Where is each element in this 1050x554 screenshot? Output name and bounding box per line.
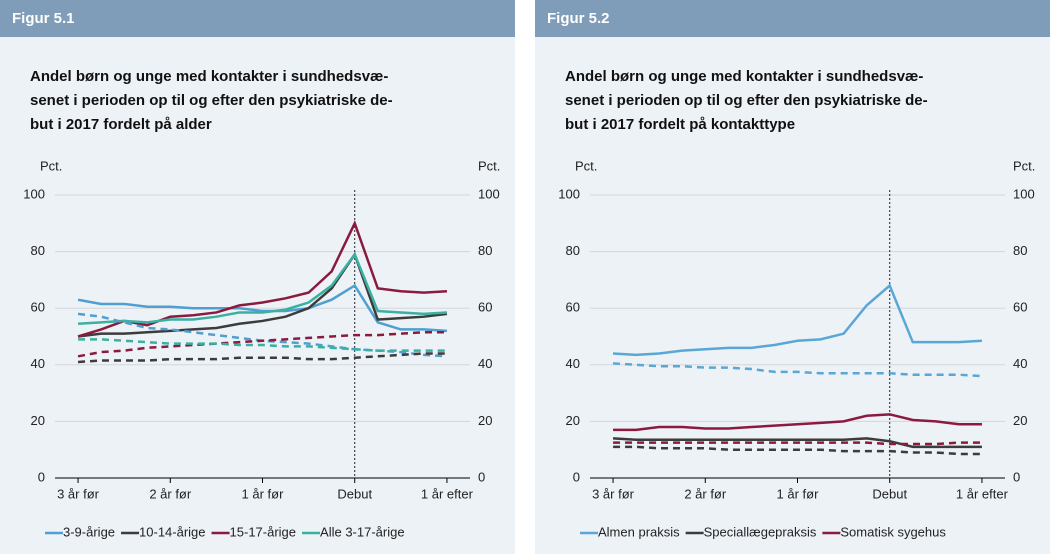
legend-label: Alle 3-17-årige bbox=[320, 524, 405, 539]
legend-label: 10-14-årige bbox=[139, 524, 206, 539]
y-tick-label: 100 bbox=[558, 186, 580, 201]
legend-label: 15-17-årige bbox=[230, 524, 297, 539]
chart-title: Andel børn og unge med kontakter i sundh… bbox=[30, 68, 388, 85]
x-tick-label: 1 år efter bbox=[956, 486, 1009, 501]
series-line bbox=[612, 437, 982, 449]
y2-tick-label: 80 bbox=[478, 243, 492, 258]
y-tick-label: 60 bbox=[566, 300, 580, 315]
x-tick-label: 1 år før bbox=[777, 486, 820, 501]
panel-bg bbox=[535, 0, 1050, 554]
chart-title: Andel børn og unge med kontakter i sundh… bbox=[565, 68, 923, 85]
y-tick-label: 100 bbox=[23, 186, 45, 201]
panel-bg bbox=[0, 0, 515, 554]
y2-tick-label: 60 bbox=[478, 300, 492, 315]
dashed-series-line bbox=[78, 338, 447, 352]
x-tick-label: 3 år før bbox=[592, 486, 635, 501]
y-axis-label: Pct. bbox=[40, 158, 62, 173]
y2-tick-label: 60 bbox=[1013, 300, 1027, 315]
dashed-series-line bbox=[77, 331, 447, 358]
figure-label: Figur 5.1 bbox=[12, 10, 75, 27]
y-tick-label: 20 bbox=[31, 413, 45, 428]
legend-label: Somatisk sygehus bbox=[840, 524, 946, 539]
y-tick-label: 40 bbox=[566, 356, 580, 371]
y2-tick-label: 100 bbox=[1013, 186, 1035, 201]
series-line bbox=[77, 283, 448, 333]
x-tick-label: 2 år før bbox=[149, 486, 192, 501]
chart-title: senet i perioden op til og efter den psy… bbox=[30, 92, 393, 109]
y2-tick-label: 40 bbox=[478, 356, 492, 371]
y-tick-label: 60 bbox=[31, 300, 45, 315]
panel-header bbox=[535, 0, 1050, 37]
chart-title: but i 2017 fordelt på alder bbox=[30, 116, 212, 133]
y2-tick-label: 20 bbox=[478, 413, 492, 428]
dashed-series-line bbox=[613, 445, 982, 456]
y-tick-label: 20 bbox=[566, 413, 580, 428]
legend-label: 3-9-årige bbox=[63, 524, 115, 539]
dashed-series-line bbox=[77, 352, 447, 364]
y-tick-label: 0 bbox=[573, 469, 580, 484]
y2-tick-label: 0 bbox=[478, 469, 485, 484]
y2-tick-label: 20 bbox=[1013, 413, 1027, 428]
y2-tick-label: 40 bbox=[1013, 356, 1027, 371]
y2-tick-label: 0 bbox=[1013, 469, 1020, 484]
y-tick-label: 0 bbox=[38, 469, 45, 484]
y2-axis-label: Pct. bbox=[1013, 158, 1035, 173]
series-line bbox=[613, 413, 982, 432]
y-tick-label: 80 bbox=[566, 243, 580, 258]
series-line bbox=[77, 220, 448, 338]
x-tick-label: Debut bbox=[872, 486, 907, 501]
x-tick-label: 1 år før bbox=[242, 486, 285, 501]
y2-tick-label: 80 bbox=[1013, 243, 1027, 258]
y-axis-label: Pct. bbox=[575, 158, 597, 173]
y-tick-label: 80 bbox=[31, 243, 45, 258]
legend-label: Almen praksis bbox=[598, 524, 680, 539]
dashed-series-line bbox=[613, 441, 982, 446]
y2-axis-label: Pct. bbox=[478, 158, 500, 173]
x-tick-label: Debut bbox=[337, 486, 372, 501]
series-line bbox=[77, 251, 448, 326]
legend-label: Speciallægepraksis bbox=[704, 524, 817, 539]
chart-title: senet i perioden op til og efter den psy… bbox=[565, 92, 928, 109]
x-tick-label: 2 år før bbox=[684, 486, 727, 501]
series-line bbox=[77, 251, 448, 338]
chart-title: but i 2017 fordelt på kontakttype bbox=[565, 116, 795, 133]
figure-label: Figur 5.2 bbox=[547, 10, 610, 27]
y2-tick-label: 100 bbox=[478, 186, 500, 201]
x-tick-label: 1 år efter bbox=[421, 486, 474, 501]
y-tick-label: 40 bbox=[31, 356, 45, 371]
series-line bbox=[612, 283, 983, 357]
dashed-series-line bbox=[612, 362, 983, 378]
panel-header bbox=[0, 0, 515, 37]
x-tick-label: 3 år før bbox=[57, 486, 100, 501]
